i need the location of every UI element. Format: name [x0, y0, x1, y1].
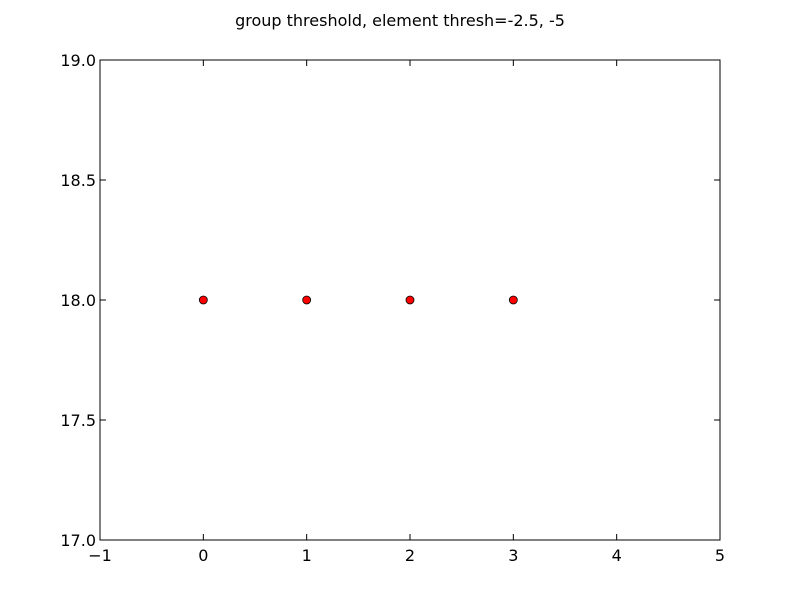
x-tick-label: 4 [612, 546, 622, 565]
y-tick-label: 17.5 [60, 411, 96, 430]
y-tick-label: 18.5 [60, 171, 96, 190]
chart-title: group threshold, element thresh=-2.5, -5 [235, 11, 565, 30]
x-tick-label: 2 [405, 546, 415, 565]
data-point [198, 295, 208, 305]
y-tick-label: 19.0 [60, 51, 96, 70]
data-point [508, 295, 518, 305]
y-tick-label: 18.0 [60, 291, 96, 310]
y-tick-label: 17.0 [60, 531, 96, 550]
x-tick-label: 5 [715, 546, 725, 565]
plot-frame [99, 59, 721, 541]
points-layer [198, 295, 518, 305]
x-tick-label: 1 [302, 546, 312, 565]
data-point [405, 295, 415, 305]
ticks-layer: −1 0 1 2 3 4 5 17.0 17.5 18.0 18.5 19.0 [60, 51, 725, 565]
data-point [302, 295, 312, 305]
x-tick-label: 0 [198, 546, 208, 565]
x-tick-label: 3 [508, 546, 518, 565]
x-tick-label: −1 [88, 546, 112, 565]
